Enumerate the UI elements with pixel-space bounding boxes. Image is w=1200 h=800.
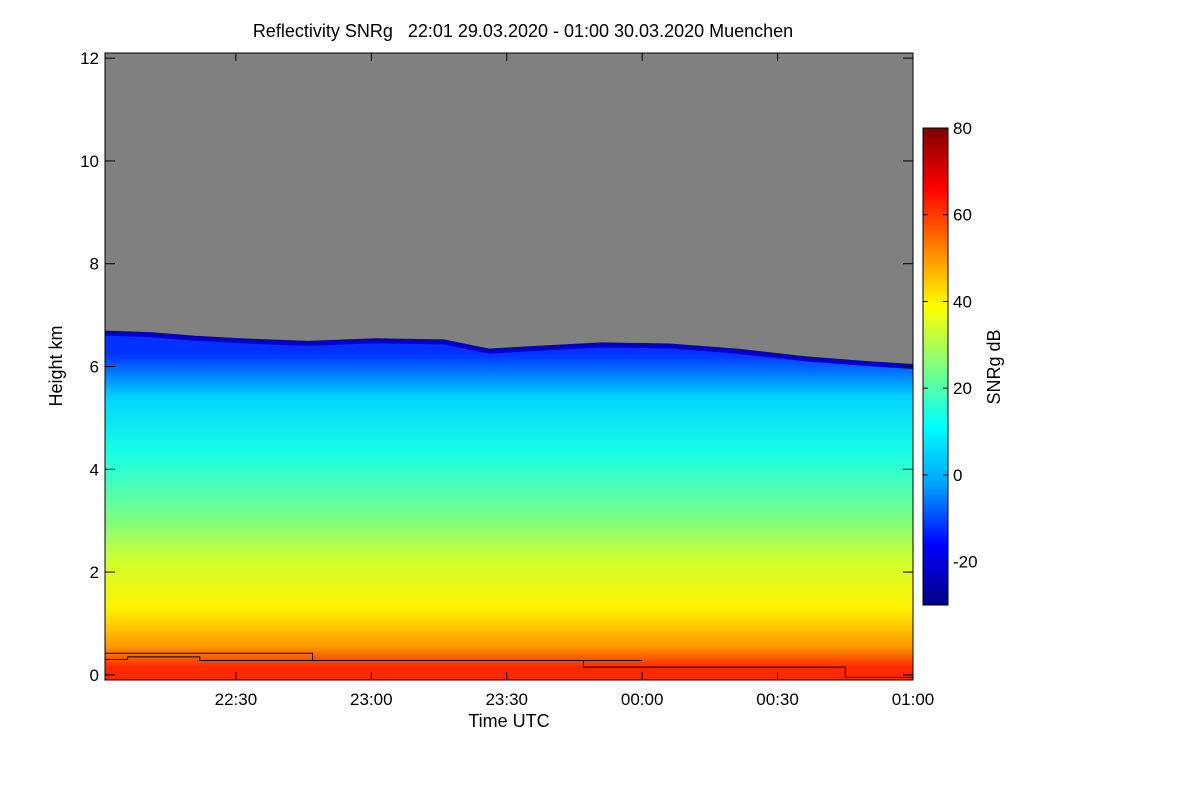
y-tick-label: 10 <box>80 152 99 171</box>
y-axis-label: Height km <box>46 325 66 406</box>
x-tick-label: 22:30 <box>215 690 258 709</box>
y-tick-label: 12 <box>80 49 99 68</box>
x-axis-label: Time UTC <box>468 711 549 731</box>
x-tick-label: 23:00 <box>350 690 393 709</box>
y-tick-label: 0 <box>90 666 99 685</box>
echo-top-edge <box>105 330 913 369</box>
x-tick-label: 23:30 <box>485 690 528 709</box>
colorbar-tick-label: 0 <box>953 466 962 485</box>
colorbar-label: SNRg dB <box>984 329 1004 404</box>
colorbar-tick-label: -20 <box>953 553 978 572</box>
colorbar-gradient <box>922 127 949 606</box>
step-line <box>105 656 913 678</box>
x-tick-label: 01:00 <box>892 690 935 709</box>
colorbar-tick-label: 60 <box>953 206 972 225</box>
y-tick-label: 8 <box>90 255 99 274</box>
colorbar-tick-label: 40 <box>953 292 972 311</box>
colorbar-tick-label: 80 <box>953 119 972 138</box>
x-tick-label: 00:00 <box>621 690 664 709</box>
reflectivity-field <box>105 333 913 680</box>
x-tick-label: 00:30 <box>756 690 799 709</box>
y-tick-label: 6 <box>90 358 99 377</box>
colorbar-tick-label: 20 <box>953 379 972 398</box>
y-tick-label: 4 <box>90 460 99 479</box>
colorbar: -20 0 20 40 60 80 <box>922 119 978 606</box>
chart-title: Reflectivity SNRg 22:01 29.03.2020 - 01:… <box>252 21 794 41</box>
y-tick-label: 2 <box>90 563 99 582</box>
